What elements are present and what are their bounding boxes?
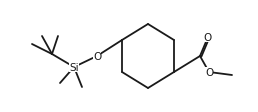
- Text: O: O: [205, 67, 213, 77]
- Text: Si: Si: [69, 62, 79, 72]
- Text: O: O: [93, 52, 101, 61]
- Text: O: O: [204, 33, 212, 43]
